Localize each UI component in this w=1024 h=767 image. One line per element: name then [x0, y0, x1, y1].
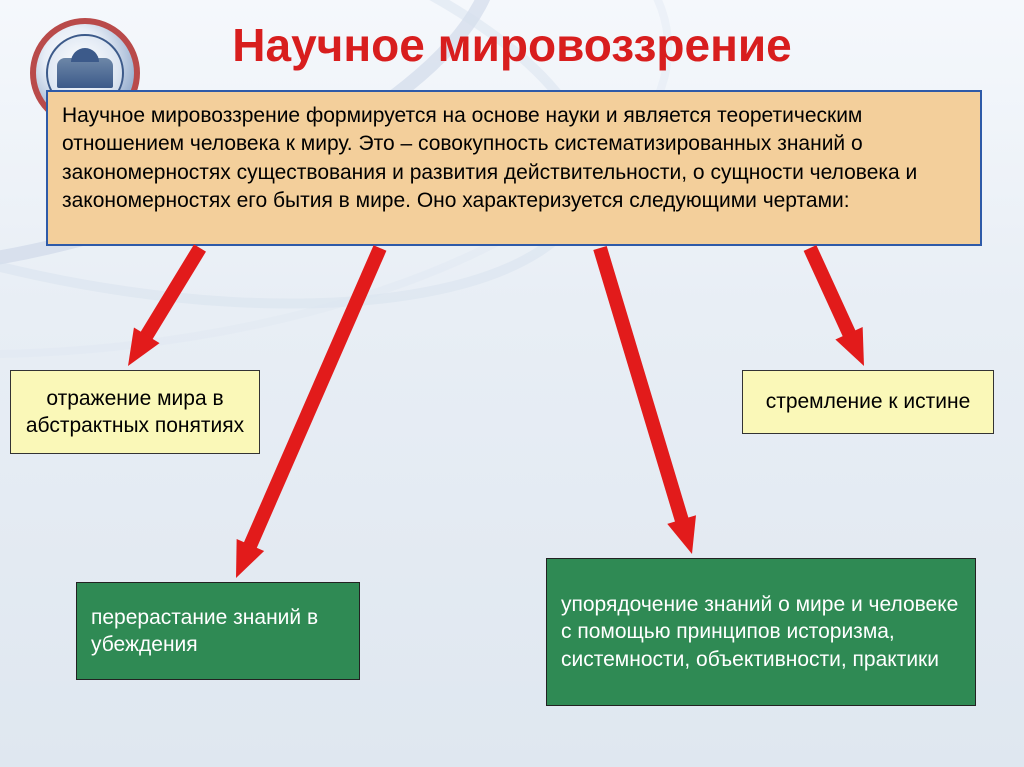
arrow-head-3 — [835, 327, 864, 366]
definition-box: Научное мировоззрение формируется на осн… — [46, 90, 982, 246]
node-n1: отражение мира в абстрактных понятиях — [10, 370, 260, 454]
node-n4: упорядочение знаний о мире и человеке с … — [546, 558, 976, 706]
arrow-shaft-2 — [600, 248, 686, 535]
node-text: стремление к истине — [766, 388, 971, 415]
node-text: отражение мира в абстрактных понятиях — [25, 385, 245, 440]
arrow-head-2 — [667, 515, 696, 554]
arrow-head-0 — [128, 327, 160, 366]
arrow-shaft-0 — [138, 248, 200, 349]
slide-title: Научное мировоззрение — [0, 18, 1024, 72]
node-text: упорядочение знаний о мире и человеке с … — [561, 591, 961, 673]
arrow-shaft-3 — [810, 248, 856, 348]
node-text: перерастание знаний в убеждения — [91, 604, 345, 659]
definition-lead: Научное мировоззрение — [62, 104, 300, 127]
arrow-shaft-1 — [244, 248, 380, 560]
node-n3: перерастание знаний в убеждения — [76, 582, 360, 680]
arrow-head-1 — [236, 539, 264, 578]
node-n2: стремление к истине — [742, 370, 994, 434]
